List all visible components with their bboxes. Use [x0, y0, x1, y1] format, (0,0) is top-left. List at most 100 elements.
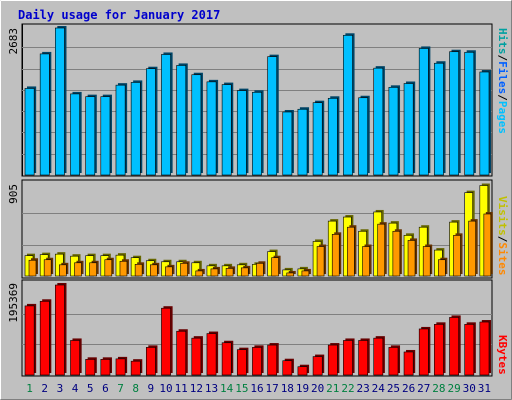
panel-hits: 2683 Hits/Files/Pages: [7, 23, 509, 177]
bar-sites-day-15: [240, 267, 249, 277]
bar-hits-day-29: [449, 51, 459, 176]
bar-hits-day-9: [145, 68, 156, 176]
x-label-day-4: 4: [72, 382, 79, 395]
bar-sites-day-29: [453, 235, 461, 277]
bar-hits-day-11: [176, 65, 187, 176]
legend-pages-label: Pages: [496, 101, 509, 134]
bar-sites-day-11: [180, 262, 188, 277]
x-label-day-5: 5: [87, 382, 94, 395]
bar-hits-day-26: [403, 83, 414, 176]
bar-hits-day-31: [479, 71, 490, 176]
x-label-day-6: 6: [102, 382, 109, 395]
bar-sites-day-14: [225, 268, 234, 277]
bar-sites-day-3: [59, 264, 67, 277]
bar-kbytes-day-16: [252, 347, 262, 376]
legend-sep-1: /: [496, 94, 509, 101]
x-axis-day-labels: 1 2 3 4 5 6 7 8 9 10 11 12 13 14 15 16 17 18 19 20 21 22 23 24 2…: [26, 382, 491, 395]
legend-sep-vs: /: [496, 236, 509, 243]
bar-kbytes-day-3: [55, 284, 65, 376]
bar-kbytes-day-9: [145, 347, 156, 376]
bar-sites-day-27: [422, 246, 431, 277]
x-label-day-21: 21: [326, 382, 339, 395]
bar-sites-day-20: [316, 246, 325, 277]
bar-kbytes-day-24: [373, 337, 384, 376]
legend-sites: Sites: [496, 242, 509, 275]
bar-hits-day-25: [388, 87, 399, 176]
bar-sites-day-22: [347, 226, 355, 277]
x-label-day-28: 28: [432, 382, 445, 395]
bar-hits-day-28: [434, 62, 444, 176]
panel-kbytes-legend-text: KBytes: [496, 335, 509, 375]
bar-hits-day-21: [327, 97, 338, 176]
legend-sep-2: /: [496, 55, 509, 62]
chart-title: Daily usage for January 2017: [18, 8, 220, 22]
bar-sites-day-26: [407, 240, 416, 277]
x-label-day-26: 26: [402, 382, 415, 395]
bar-sites-day-2: [43, 259, 52, 277]
bar-sites-day-28: [438, 259, 446, 277]
panel-hits-ymax-label: 2683: [7, 28, 20, 55]
panel-hits-bars: [24, 26, 491, 176]
bar-sites-day-30: [468, 220, 476, 277]
x-label-day-24: 24: [372, 382, 386, 395]
x-label-day-9: 9: [148, 382, 155, 395]
x-label-day-13: 13: [205, 382, 218, 395]
bar-kbytes-day-14: [221, 342, 232, 376]
bar-hits-day-22: [343, 34, 353, 176]
bar-hits-day-12: [191, 74, 202, 176]
bar-hits-day-18: [282, 111, 293, 176]
bar-hits-day-23: [358, 97, 369, 176]
panel-visits: 905 Visits/Sites: [7, 179, 509, 279]
bar-sites-day-9: [149, 264, 158, 277]
bar-kbytes-day-15: [236, 349, 247, 376]
legend-files: Files: [496, 61, 509, 94]
x-label-day-8: 8: [132, 382, 139, 395]
bar-kbytes-day-26: [403, 351, 414, 376]
x-label-day-10: 10: [159, 382, 172, 395]
bar-kbytes-day-1: [24, 305, 35, 376]
legend-visits: Visits: [496, 196, 509, 236]
bar-kbytes-day-13: [206, 333, 217, 376]
panel-visits-bars: [24, 183, 493, 277]
x-label-day-11: 11: [175, 382, 188, 395]
bar-kbytes-day-23: [358, 340, 369, 376]
x-label-day-14: 14: [220, 382, 234, 395]
bar-kbytes-day-29: [449, 317, 459, 376]
bar-hits-day-17: [267, 56, 278, 176]
bar-kbytes-day-25: [388, 347, 399, 376]
bar-kbytes-day-27: [418, 328, 429, 376]
x-label-day-20: 20: [311, 382, 324, 395]
x-label-day-12: 12: [190, 382, 203, 395]
bar-hits-day-27: [418, 48, 429, 176]
bar-kbytes-day-12: [191, 337, 202, 376]
panel-kbytes-bars: [24, 283, 491, 376]
bar-kbytes-day-10: [161, 307, 171, 376]
bar-hits-day-4: [70, 93, 80, 176]
legend-kbytes: KBytes: [496, 335, 509, 375]
bar-sites-day-5: [89, 262, 97, 277]
x-label-day-2: 2: [41, 382, 48, 395]
bar-hits-day-24: [373, 67, 384, 176]
x-label-day-25: 25: [387, 382, 400, 395]
bar-sites-day-6: [104, 259, 113, 277]
bar-kbytes-day-22: [343, 340, 353, 376]
bar-hits-day-6: [100, 96, 111, 176]
bar-sites-day-24: [377, 223, 386, 277]
x-label-day-3: 3: [57, 382, 64, 395]
bar-sites-day-17: [271, 257, 279, 277]
bar-hits-day-19: [297, 108, 308, 176]
bar-hits-day-8: [130, 82, 141, 176]
bar-kbytes-day-2: [39, 300, 50, 376]
bar-hits-day-14: [221, 84, 232, 176]
x-label-day-15: 15: [235, 382, 248, 395]
bar-hits-day-7: [115, 84, 126, 176]
bar-sites-day-12: [195, 270, 204, 277]
bar-hits-day-3: [55, 27, 65, 176]
bar-kbytes-day-17: [267, 344, 278, 376]
bar-kbytes-day-28: [434, 324, 444, 376]
bar-sites-day-21: [331, 234, 340, 277]
bar-sites-day-18-shadow: [288, 270, 296, 274]
bar-kbytes-day-20: [312, 356, 323, 376]
bar-sites-day-18: [286, 272, 295, 277]
x-label-day-30: 30: [463, 382, 476, 395]
